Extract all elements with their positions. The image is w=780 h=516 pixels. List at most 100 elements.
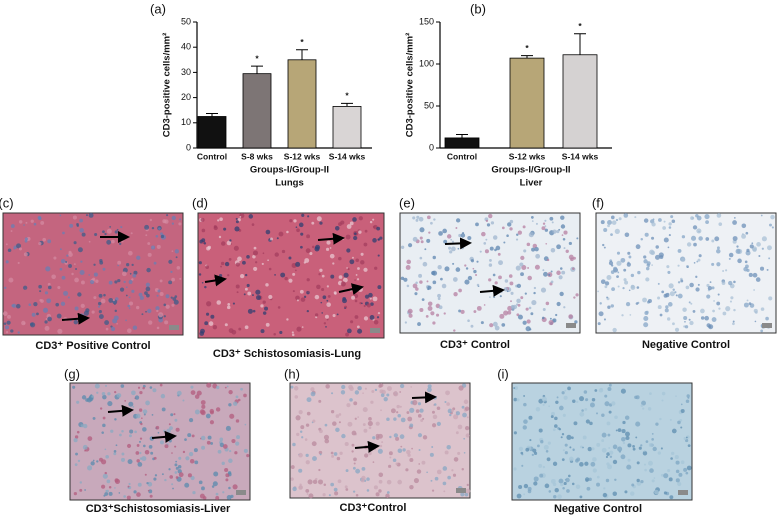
y-tick-label: 40 bbox=[181, 42, 191, 52]
cell bbox=[310, 391, 316, 397]
cell bbox=[651, 264, 653, 266]
cell bbox=[395, 436, 400, 441]
cell bbox=[704, 214, 710, 220]
cell bbox=[149, 386, 153, 389]
cell bbox=[754, 310, 758, 314]
cell bbox=[318, 450, 323, 455]
cell bbox=[648, 443, 653, 448]
cell bbox=[479, 250, 482, 253]
x-axis-label: Groups-I/Group-II bbox=[491, 165, 570, 176]
cell bbox=[510, 300, 512, 303]
arrow bbox=[204, 274, 227, 287]
cell bbox=[466, 416, 469, 419]
cell bbox=[166, 428, 171, 434]
cell bbox=[575, 293, 579, 297]
cell bbox=[116, 322, 118, 325]
cell bbox=[765, 316, 769, 321]
cell bbox=[602, 243, 605, 247]
cell bbox=[542, 403, 545, 406]
cell bbox=[291, 331, 294, 334]
cell bbox=[10, 230, 13, 232]
cell bbox=[386, 393, 390, 397]
cell bbox=[44, 325, 50, 331]
cell bbox=[409, 484, 414, 490]
cell bbox=[136, 492, 141, 497]
cell bbox=[132, 273, 137, 278]
cell bbox=[523, 402, 527, 407]
cell bbox=[338, 256, 342, 261]
cell bbox=[288, 278, 293, 283]
cell bbox=[84, 449, 86, 452]
cell bbox=[406, 449, 411, 455]
cell bbox=[388, 464, 392, 468]
cell bbox=[357, 328, 363, 334]
cell bbox=[92, 416, 96, 420]
cell bbox=[305, 248, 311, 254]
cell bbox=[677, 481, 682, 487]
cell bbox=[352, 490, 356, 493]
cell bbox=[364, 294, 370, 299]
cell bbox=[102, 394, 107, 400]
cell bbox=[326, 318, 329, 321]
cell bbox=[711, 262, 715, 266]
cell bbox=[685, 399, 690, 403]
scale-bar bbox=[762, 323, 772, 328]
cell bbox=[612, 444, 618, 450]
cell bbox=[164, 478, 167, 482]
panel-caption: CD3⁺Control bbox=[340, 502, 407, 514]
cell bbox=[564, 451, 568, 455]
cell bbox=[640, 444, 643, 447]
cell bbox=[119, 287, 125, 292]
cell bbox=[560, 215, 565, 220]
cell bbox=[627, 443, 632, 448]
cell bbox=[538, 428, 543, 433]
cell bbox=[279, 330, 283, 335]
cell bbox=[617, 428, 622, 433]
cell bbox=[442, 228, 448, 234]
cell bbox=[467, 235, 472, 241]
cell bbox=[465, 488, 471, 494]
cell bbox=[145, 282, 151, 287]
cell bbox=[174, 249, 179, 254]
cell bbox=[284, 276, 288, 281]
cell bbox=[341, 384, 346, 390]
cell bbox=[599, 302, 602, 305]
cell bbox=[464, 264, 467, 267]
cell bbox=[221, 241, 226, 246]
cell bbox=[603, 228, 608, 233]
cell bbox=[559, 291, 564, 297]
cell bbox=[277, 306, 281, 309]
cell bbox=[190, 390, 196, 396]
cell bbox=[413, 477, 419, 484]
cell bbox=[295, 269, 297, 272]
cell bbox=[419, 408, 424, 413]
cell bbox=[176, 266, 181, 270]
cell bbox=[243, 448, 248, 453]
cell bbox=[680, 426, 683, 429]
cell bbox=[368, 426, 372, 430]
cell bbox=[222, 491, 225, 494]
cell bbox=[415, 281, 418, 284]
cell bbox=[107, 401, 113, 407]
cell bbox=[431, 423, 437, 428]
cell bbox=[453, 457, 459, 462]
x-tick-label: S-14 wks bbox=[329, 151, 366, 161]
cell bbox=[150, 451, 154, 455]
cell bbox=[443, 312, 446, 315]
cell bbox=[88, 240, 91, 243]
cell bbox=[160, 440, 164, 445]
cell bbox=[315, 477, 318, 481]
cell bbox=[229, 449, 232, 453]
cell bbox=[414, 292, 418, 296]
cell bbox=[164, 320, 169, 325]
cell bbox=[200, 400, 206, 405]
cell bbox=[446, 402, 450, 406]
cell bbox=[685, 285, 690, 290]
cell bbox=[465, 433, 470, 438]
cell bbox=[485, 219, 489, 222]
cell bbox=[174, 471, 178, 474]
cell bbox=[540, 287, 547, 293]
cell bbox=[549, 216, 554, 221]
cell bbox=[451, 240, 455, 243]
y-tick-label: 150 bbox=[419, 16, 434, 26]
